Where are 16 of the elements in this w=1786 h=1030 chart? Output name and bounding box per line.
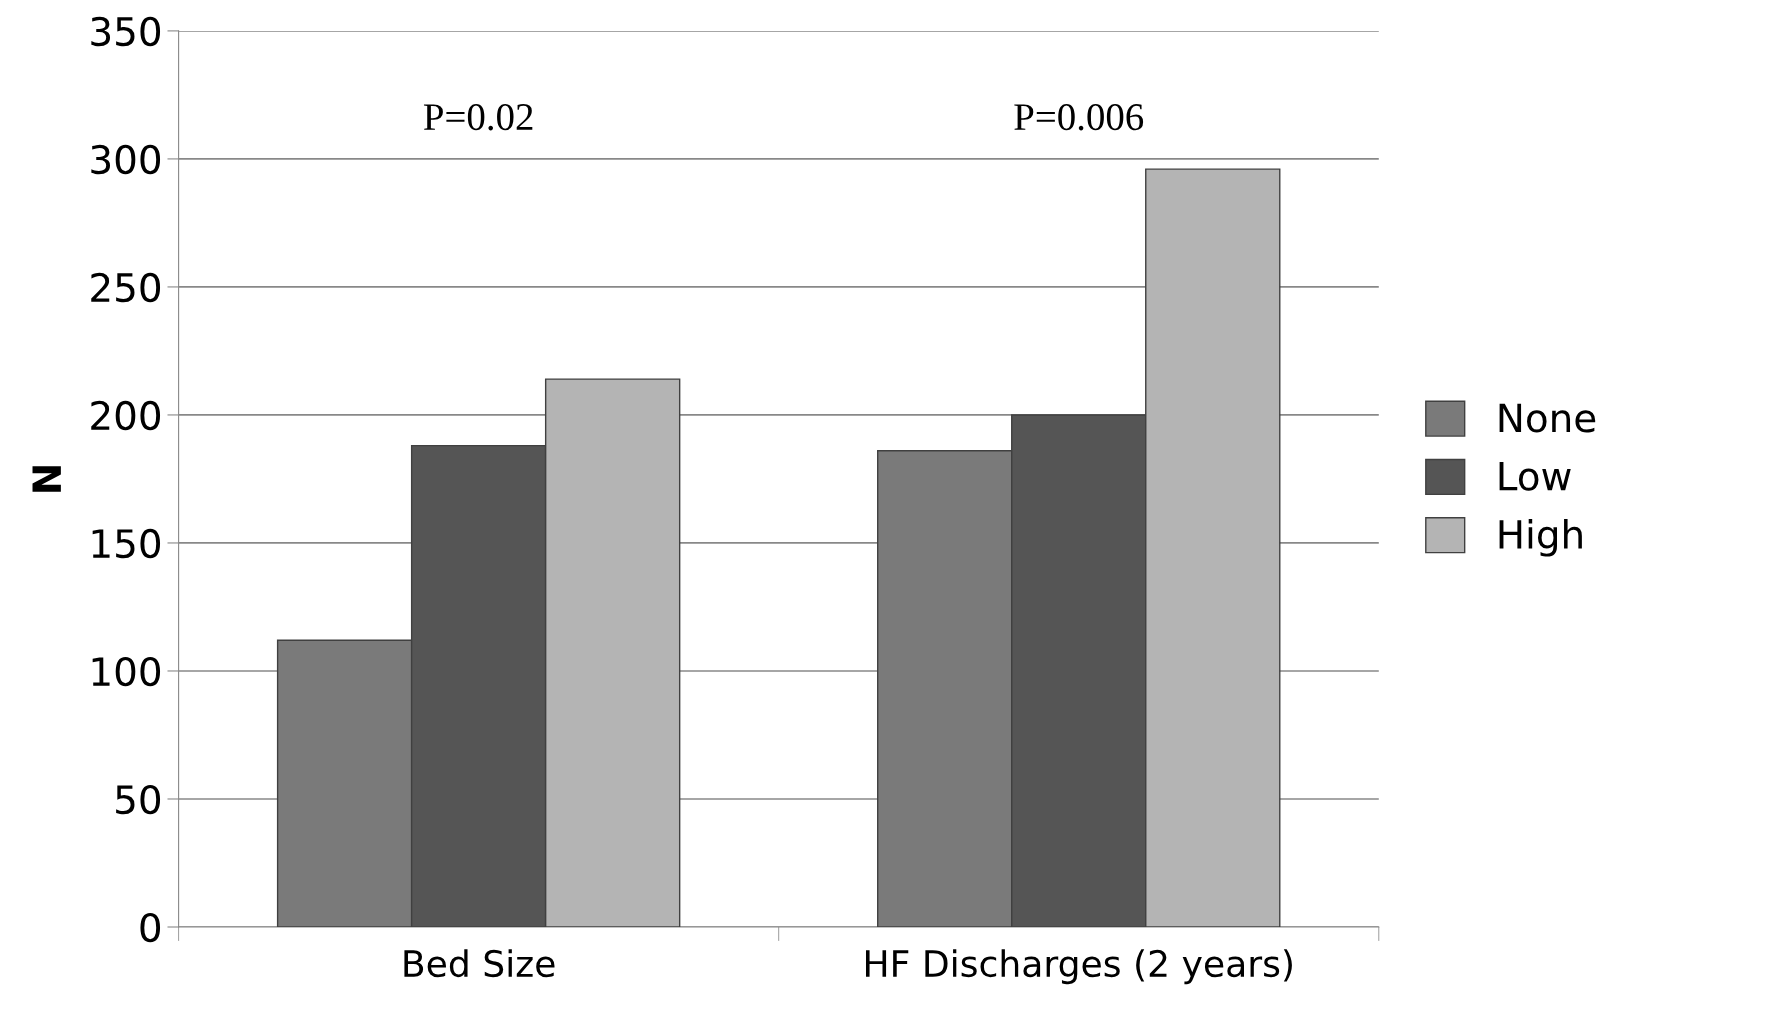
y-tick-label: 150: [92, 528, 161, 559]
y-tick-label: 50: [116, 784, 161, 815]
legend-label: None: [1499, 403, 1596, 433]
y-tick-label: 350: [91, 16, 161, 47]
y-tick-label: 200: [91, 400, 161, 431]
y-axis-title: N: [32, 466, 61, 492]
x-tick-label: Bed Size: [404, 949, 555, 978]
legend-label: Low: [1499, 461, 1571, 491]
legend-label: High: [1499, 518, 1582, 557]
y-tick-label: 100: [92, 656, 161, 687]
annotation: P=0.02: [423, 104, 533, 131]
x-tick-label: HF Discharges (2 years): [866, 949, 1292, 985]
annotation: P=0.006: [1014, 104, 1144, 131]
y-tick-label: 300: [91, 144, 161, 175]
y-tick-label: 250: [91, 272, 161, 303]
y-tick-label: 0: [140, 912, 161, 943]
